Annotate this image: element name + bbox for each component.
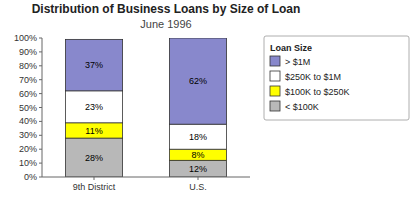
bar-segment (169, 38, 226, 124)
legend-label: > $1M (285, 57, 310, 67)
chart: Distribution of Business Loans by Size o… (0, 0, 415, 197)
data-label: 18% (189, 132, 207, 142)
bar-segment (65, 91, 122, 123)
data-label: 28% (85, 153, 103, 163)
x-axis: 9th District U.S. (42, 177, 250, 192)
legend-label: $250K to $1M (285, 72, 341, 82)
bars (65, 38, 226, 177)
y-tick-label: 80% (19, 61, 37, 71)
y-tick-label: 40% (19, 116, 37, 126)
data-label: 12% (189, 164, 207, 174)
y-tick-label: 60% (19, 89, 37, 99)
title: Distribution of Business Loans by Size o… (32, 2, 301, 16)
data-label: 8% (191, 150, 204, 160)
bar-segment (65, 123, 122, 138)
y-tick-label: 50% (19, 103, 37, 113)
legend-label: < $100K (285, 102, 319, 112)
x-tick (198, 177, 199, 180)
y-axis-line (42, 38, 43, 177)
legend-title: Loan Size (270, 43, 312, 53)
legend: Loan Size > $1M $250K to $1M $100K to $250K… (264, 36, 409, 120)
legend-swatch (270, 86, 280, 96)
data-label: 62% (189, 76, 207, 86)
legend-frame (264, 36, 409, 120)
y-tick-label: 20% (19, 144, 37, 154)
data-labels: 28% 12% 11% 8% 23% 18% 37% 62% (85, 60, 207, 174)
bar-segment (169, 160, 226, 177)
bar-segment (65, 39, 122, 90)
data-label: 11% (85, 126, 102, 136)
y-tick-label: 0% (24, 172, 37, 182)
legend-swatch (270, 56, 280, 66)
bar-segment (169, 149, 226, 160)
y-axis: 0% 10% 20% 30% 40% 50% 60% 70% 80% 90% 100% (14, 33, 42, 182)
y-tick-label: 90% (19, 47, 37, 57)
data-label: 37% (85, 60, 103, 70)
bar-segment (169, 124, 226, 149)
bar-segment (65, 138, 122, 177)
legend-swatch (270, 71, 280, 81)
y-tick-label: 70% (19, 75, 37, 85)
x-axis-line (42, 177, 250, 178)
data-label: 23% (85, 102, 103, 112)
y-tick-label: 100% (14, 33, 37, 43)
legend-swatch (270, 101, 280, 111)
x-tick-label: 9th District (73, 182, 116, 192)
y-tick-label: 10% (19, 158, 37, 168)
legend-label: $100K to $250K (285, 87, 350, 97)
subtitle: June 1996 (140, 18, 191, 30)
x-tick (94, 177, 95, 180)
y-tick-label: 30% (19, 130, 37, 140)
x-tick-label: U.S. (189, 182, 207, 192)
